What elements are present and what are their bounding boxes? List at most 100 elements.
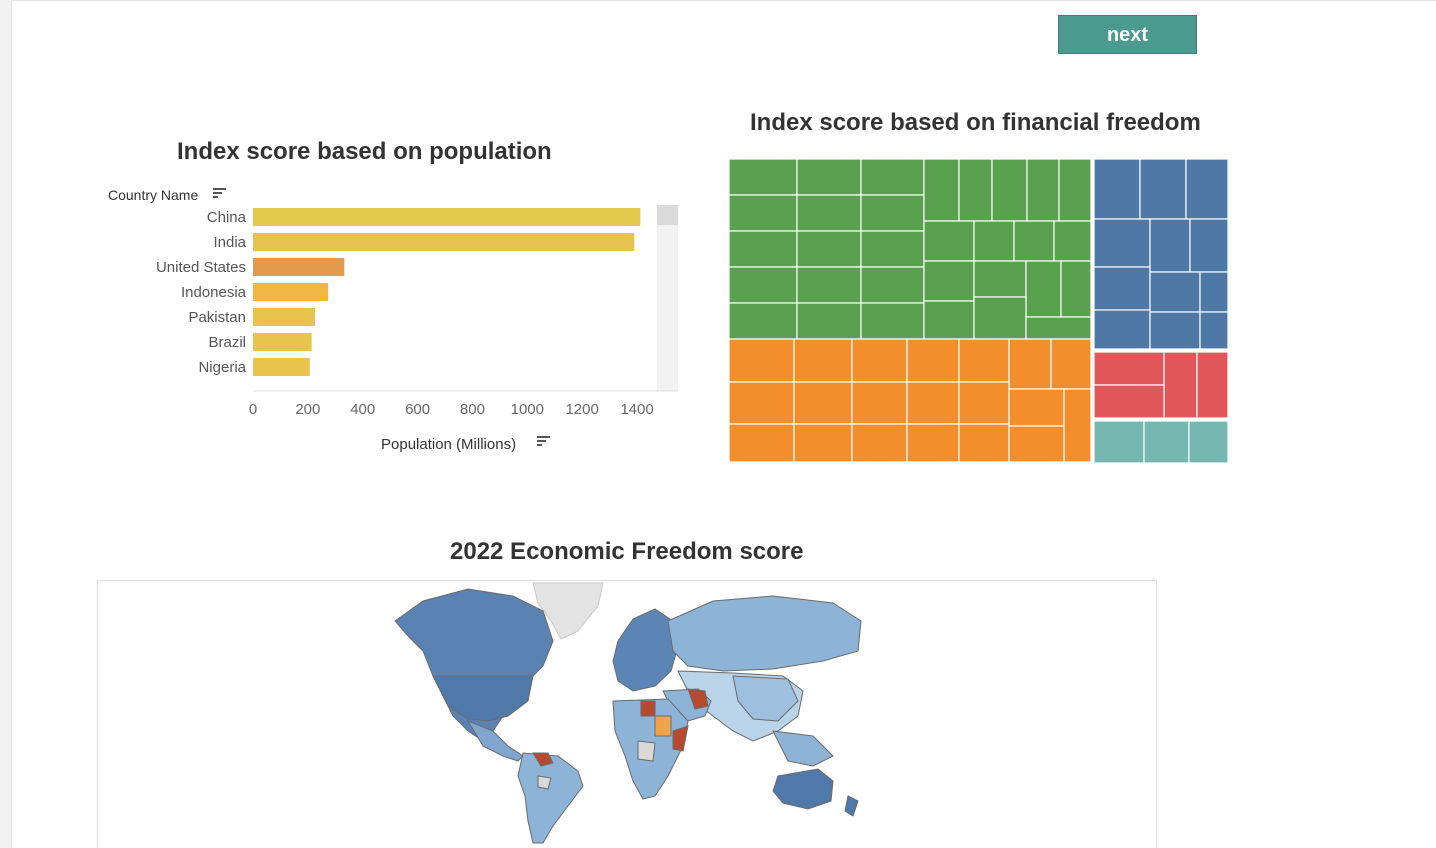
treemap-cell[interactable]	[729, 230, 798, 268]
treemap-cell[interactable]	[1093, 218, 1151, 268]
map-region-libya	[640, 700, 656, 717]
treemap-cell[interactable]	[1008, 425, 1065, 463]
treemap-cell[interactable]	[1008, 338, 1052, 390]
treemap-cell[interactable]	[1093, 384, 1165, 419]
sort-icon[interactable]	[537, 436, 550, 446]
treemap-cell[interactable]	[1060, 260, 1092, 318]
treemap-cell[interactable]	[958, 159, 993, 222]
treemap-cell[interactable]	[729, 266, 798, 304]
map-region-sudan	[654, 715, 672, 737]
treemap-cell[interactable]	[796, 159, 862, 196]
population-bar-chart: Country Name China India United States Indon…	[108, 187, 678, 453]
treemap-cell[interactable]	[1143, 420, 1190, 463]
treemap-cell[interactable]	[1025, 260, 1062, 318]
treemap-cell[interactable]	[796, 230, 862, 268]
x-axis-label: Population (Millions)	[381, 436, 516, 453]
treemap-cell[interactable]	[860, 230, 925, 268]
treemap-cell[interactable]	[1199, 271, 1228, 313]
treemap-cell[interactable]	[1093, 351, 1165, 386]
treemap-cell[interactable]	[1149, 271, 1201, 313]
treemap-cell[interactable]	[851, 338, 908, 383]
treemap-cell[interactable]	[973, 220, 1015, 262]
treemap-cell[interactable]	[906, 338, 960, 383]
treemap-cell[interactable]	[860, 266, 925, 304]
treemap-cell[interactable]	[923, 300, 975, 340]
treemap-cell[interactable]	[973, 296, 1027, 340]
treemap-cell[interactable]	[796, 302, 862, 340]
treemap-cell[interactable]	[729, 423, 795, 463]
treemap-cell[interactable]	[1050, 338, 1092, 390]
treemap-cell[interactable]	[1185, 159, 1228, 220]
treemap-cell[interactable]	[729, 159, 798, 196]
treemap-cell[interactable]	[793, 338, 853, 383]
treemap-cell[interactable]	[860, 159, 925, 196]
treemap-cell[interactable]	[860, 194, 925, 232]
map-title: 2022 Economic Freedom score	[450, 538, 804, 565]
category-label: China	[207, 209, 247, 226]
treemap-cell[interactable]	[1188, 420, 1228, 463]
bar-chart-title: Index score based on population	[177, 138, 552, 165]
treemap-cell[interactable]	[958, 381, 1010, 425]
treemap-cell[interactable]	[796, 194, 862, 232]
bar-nigeria[interactable]	[253, 358, 310, 376]
treemap-cell[interactable]	[923, 260, 975, 302]
treemap-cell[interactable]	[1058, 159, 1092, 222]
treemap-cell[interactable]	[729, 381, 795, 425]
treemap-cell[interactable]	[991, 159, 1028, 222]
bar-indonesia[interactable]	[253, 283, 329, 301]
treemap-cell[interactable]	[923, 220, 975, 262]
treemap-cell[interactable]	[793, 381, 853, 425]
category-label: United States	[156, 259, 246, 276]
treemap-cell[interactable]	[1026, 159, 1060, 222]
treemap-cell[interactable]	[1053, 220, 1092, 262]
treemap-cell[interactable]	[1093, 266, 1151, 311]
treemap-cell[interactable]	[729, 338, 795, 383]
treemap-cell[interactable]	[958, 338, 1010, 383]
bar-pakistan[interactable]	[253, 308, 315, 326]
treemap-cell[interactable]	[1139, 159, 1187, 220]
next-button[interactable]: next	[1058, 15, 1197, 54]
category-label: Brazil	[208, 334, 246, 351]
treemap-cell[interactable]	[796, 266, 862, 304]
financial-freedom-treemap	[729, 159, 1228, 463]
treemap-cell[interactable]	[906, 423, 960, 463]
treemap-cell[interactable]	[1149, 218, 1191, 273]
treemap-cell[interactable]	[1008, 388, 1065, 427]
treemap-cell[interactable]	[1149, 311, 1201, 350]
bar-united-states[interactable]	[253, 258, 345, 276]
treemap-cell[interactable]	[793, 423, 853, 463]
scrollbar-track[interactable]	[657, 205, 678, 391]
treemap-cell[interactable]	[1025, 316, 1092, 340]
map-region-venezuela	[532, 752, 554, 767]
top-divider	[11, 0, 1436, 1]
treemap-cell[interactable]	[1196, 351, 1228, 419]
treemap-cell[interactable]	[906, 381, 960, 425]
scrollbar-thumb[interactable]	[657, 205, 678, 225]
category-label: Pakistan	[188, 309, 246, 326]
map-region-usa	[432, 675, 534, 722]
treemap-cell[interactable]	[1093, 309, 1151, 350]
map-region-greenland	[532, 582, 604, 640]
treemap-cell[interactable]	[1093, 159, 1141, 220]
treemap-cell[interactable]	[851, 423, 908, 463]
bar-brazil[interactable]	[253, 333, 312, 351]
treemap-cell[interactable]	[729, 194, 798, 232]
treemap-cell[interactable]	[958, 423, 1010, 463]
treemap-cell[interactable]	[1093, 420, 1145, 463]
map-region-russia	[667, 595, 862, 672]
bar-china[interactable]	[253, 208, 641, 226]
treemap-cell[interactable]	[1199, 311, 1228, 350]
sort-icon[interactable]	[213, 188, 226, 198]
map-region-central-africa	[637, 740, 656, 762]
treemap-cell[interactable]	[1013, 220, 1055, 262]
treemap-cell[interactable]	[1063, 388, 1092, 463]
treemap-cell[interactable]	[729, 302, 798, 340]
treemap-cell[interactable]	[973, 260, 1027, 298]
bar-india[interactable]	[253, 233, 635, 251]
treemap-cell[interactable]	[923, 159, 960, 222]
treemap-cell[interactable]	[851, 381, 908, 425]
treemap-cell[interactable]	[1163, 351, 1198, 419]
treemap-cell[interactable]	[1189, 218, 1228, 273]
treemap-cell[interactable]	[860, 302, 925, 340]
x-tick-label: 0	[249, 401, 257, 418]
